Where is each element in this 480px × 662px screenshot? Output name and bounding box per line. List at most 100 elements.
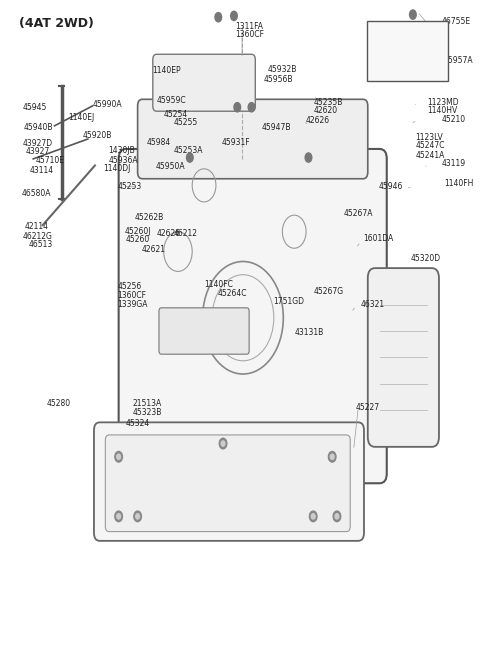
Text: 42626: 42626 xyxy=(305,116,329,125)
Circle shape xyxy=(248,103,255,112)
Circle shape xyxy=(115,511,122,522)
Text: 1140FC: 1140FC xyxy=(204,280,233,289)
Text: 45241A: 45241A xyxy=(415,151,444,160)
Text: 43838: 43838 xyxy=(391,42,415,52)
Text: 45936A: 45936A xyxy=(108,156,138,165)
Text: 45267G: 45267G xyxy=(313,287,343,296)
FancyBboxPatch shape xyxy=(138,99,368,179)
Text: 1140FH: 1140FH xyxy=(444,179,473,188)
Text: 43114: 43114 xyxy=(29,166,54,175)
Text: 1140DJ: 1140DJ xyxy=(199,326,227,336)
Circle shape xyxy=(330,454,334,459)
Text: 45710E: 45710E xyxy=(36,156,65,166)
Text: 45946: 45946 xyxy=(379,182,403,191)
Text: 45267A: 45267A xyxy=(344,209,373,218)
Circle shape xyxy=(234,103,240,112)
Text: 45260J: 45260J xyxy=(124,227,151,236)
Text: 1360CF: 1360CF xyxy=(235,30,264,39)
Circle shape xyxy=(305,153,312,162)
Text: 1140EJ: 1140EJ xyxy=(68,113,94,122)
Text: 1360CF: 1360CF xyxy=(118,291,147,300)
Circle shape xyxy=(187,153,193,162)
Text: 45932B: 45932B xyxy=(268,65,298,74)
Text: 45210: 45210 xyxy=(441,115,466,124)
Circle shape xyxy=(333,511,341,522)
Text: 45255: 45255 xyxy=(173,118,197,127)
Circle shape xyxy=(409,10,416,19)
Text: 1339GA: 1339GA xyxy=(118,300,148,309)
Text: 1140EP: 1140EP xyxy=(152,66,180,75)
Circle shape xyxy=(117,454,120,459)
Text: 46212G: 46212G xyxy=(23,232,53,241)
Circle shape xyxy=(136,514,140,519)
Text: 45956B: 45956B xyxy=(264,75,293,84)
Text: 1123MD: 1123MD xyxy=(427,98,459,107)
Text: 46321: 46321 xyxy=(360,300,385,309)
Text: 43838: 43838 xyxy=(393,66,417,75)
FancyBboxPatch shape xyxy=(119,149,387,483)
Circle shape xyxy=(219,438,227,449)
Text: 45957A: 45957A xyxy=(444,56,473,66)
Text: 45320D: 45320D xyxy=(410,254,441,263)
Text: 1601DA: 1601DA xyxy=(363,234,393,243)
Text: 45253: 45253 xyxy=(118,182,142,191)
Text: 1311FA: 1311FA xyxy=(235,22,263,31)
Text: 46580A: 46580A xyxy=(21,189,51,199)
Text: 45990A: 45990A xyxy=(93,100,122,109)
Text: 42621: 42621 xyxy=(142,245,166,254)
Text: 43927D: 43927D xyxy=(23,139,53,148)
Text: 45324: 45324 xyxy=(126,419,150,428)
Text: 46513: 46513 xyxy=(28,240,53,249)
Circle shape xyxy=(312,514,315,519)
Text: 45940B: 45940B xyxy=(24,122,53,132)
Text: 42114: 42114 xyxy=(24,222,48,231)
FancyBboxPatch shape xyxy=(153,54,255,111)
Text: 45253A: 45253A xyxy=(173,146,203,155)
Circle shape xyxy=(117,514,120,519)
Text: 45260: 45260 xyxy=(126,235,150,244)
Text: 45227: 45227 xyxy=(356,402,380,412)
Text: 45945: 45945 xyxy=(23,103,47,112)
Text: 45920B: 45920B xyxy=(83,131,112,140)
Circle shape xyxy=(115,451,122,462)
Text: 21513A: 21513A xyxy=(133,399,162,408)
Text: 1123LV: 1123LV xyxy=(415,132,443,142)
Text: 43927: 43927 xyxy=(26,147,50,156)
Circle shape xyxy=(134,511,142,522)
Text: 1751GD: 1751GD xyxy=(273,297,304,306)
Text: 45323B: 45323B xyxy=(133,408,162,417)
Circle shape xyxy=(328,451,336,462)
Text: 1430JB: 1430JB xyxy=(108,146,135,155)
Text: 45262B: 45262B xyxy=(134,213,164,222)
Text: 43119: 43119 xyxy=(441,159,466,168)
Text: 45256: 45256 xyxy=(118,282,142,291)
Bar xyxy=(367,21,447,81)
Text: 1140DJ: 1140DJ xyxy=(104,164,131,173)
Text: 45950A: 45950A xyxy=(156,162,185,171)
FancyBboxPatch shape xyxy=(94,422,364,541)
Text: 43131B: 43131B xyxy=(294,328,324,337)
FancyBboxPatch shape xyxy=(368,268,439,447)
Circle shape xyxy=(221,441,225,446)
Text: 46212: 46212 xyxy=(173,228,197,238)
Text: 42626: 42626 xyxy=(156,228,181,238)
Text: 1140HV: 1140HV xyxy=(427,106,457,115)
Text: 45959C: 45959C xyxy=(156,96,186,105)
Circle shape xyxy=(310,511,317,522)
Text: 45984: 45984 xyxy=(147,138,171,147)
Text: 45235B: 45235B xyxy=(313,98,343,107)
Circle shape xyxy=(335,514,339,519)
Text: 45931F: 45931F xyxy=(222,138,251,147)
Text: 45947B: 45947B xyxy=(262,123,291,132)
Text: 45254: 45254 xyxy=(164,110,188,119)
Text: 45280: 45280 xyxy=(47,399,71,408)
Text: 43714B: 43714B xyxy=(393,57,422,66)
Text: (4AT 2WD): (4AT 2WD) xyxy=(19,17,94,30)
FancyBboxPatch shape xyxy=(105,435,350,532)
FancyBboxPatch shape xyxy=(159,308,249,354)
Text: 43929: 43929 xyxy=(403,28,428,38)
Text: 46755E: 46755E xyxy=(441,17,470,26)
Text: 45264C: 45264C xyxy=(217,289,247,299)
Text: 45247C: 45247C xyxy=(415,141,445,150)
Text: 42620: 42620 xyxy=(313,106,337,115)
